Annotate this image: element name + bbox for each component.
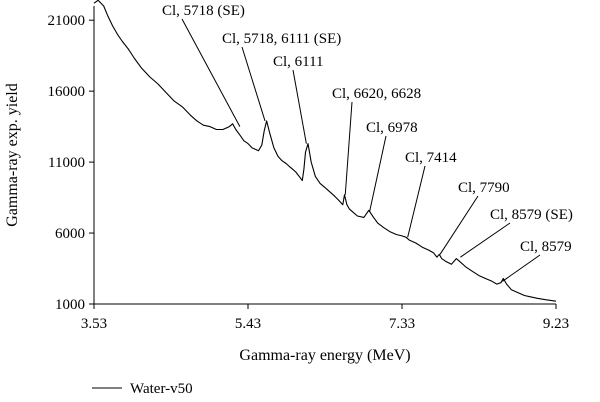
x-tick-label: 3.53 [81,316,107,332]
annotation-leader [460,222,511,258]
annotation-label: Cl, 5718 (SE) [162,3,245,19]
annotation-leader [241,46,266,122]
annotation-label: Cl, 6620, 6628 [332,86,421,102]
x-axis-title: Gamma-ray energy (MeV) [239,347,410,364]
legend-label: Water-v50 [130,381,193,397]
x-ticks: 3.53 5.43 7.33 9.23 [81,304,569,332]
y-ticks: 1000 6000 11000 16000 21000 [48,13,94,313]
annotation-leader [502,254,541,282]
annotation-label: Cl, 5718, 6111 (SE) [222,31,341,47]
annotation-label: Cl, 6111 [273,54,324,70]
annotation-label: Cl, 7414 [405,150,457,166]
x-tick-label: 5.43 [235,316,261,332]
y-axis-title: Gamma-ray exp. yield [4,83,21,227]
y-tick-label: 11000 [48,155,85,171]
annotations: Cl, 5718 (SE) Cl, 5718, 6111 (SE) Cl, 6111… [162,3,573,282]
annotation-leader [439,195,479,255]
series-line-water-v50 [93,0,557,302]
legend: Water-v50 [92,381,193,397]
y-tick-label: 16000 [48,84,86,100]
annotation-leader [407,165,426,238]
annotation-label: Cl, 8579 (SE) [490,207,573,223]
x-tick-label: 9.23 [543,316,569,332]
annotation-leader [369,135,387,212]
annotation-label: Cl, 7790 [458,180,510,196]
y-tick-label: 6000 [55,226,85,242]
annotation-label: Cl, 8579 [520,239,572,255]
annotation-leader [344,101,353,195]
y-tick-label: 1000 [55,297,85,313]
y-tick-label: 21000 [48,13,86,29]
annotation-label: Cl, 6978 [366,120,418,136]
annotation-leader [292,69,307,144]
annotation-leader [181,18,241,127]
x-tick-label: 7.33 [389,316,415,332]
plot-area: 3.53 5.43 7.33 9.23 1000 6000 11000 16000 21000… [48,0,573,332]
